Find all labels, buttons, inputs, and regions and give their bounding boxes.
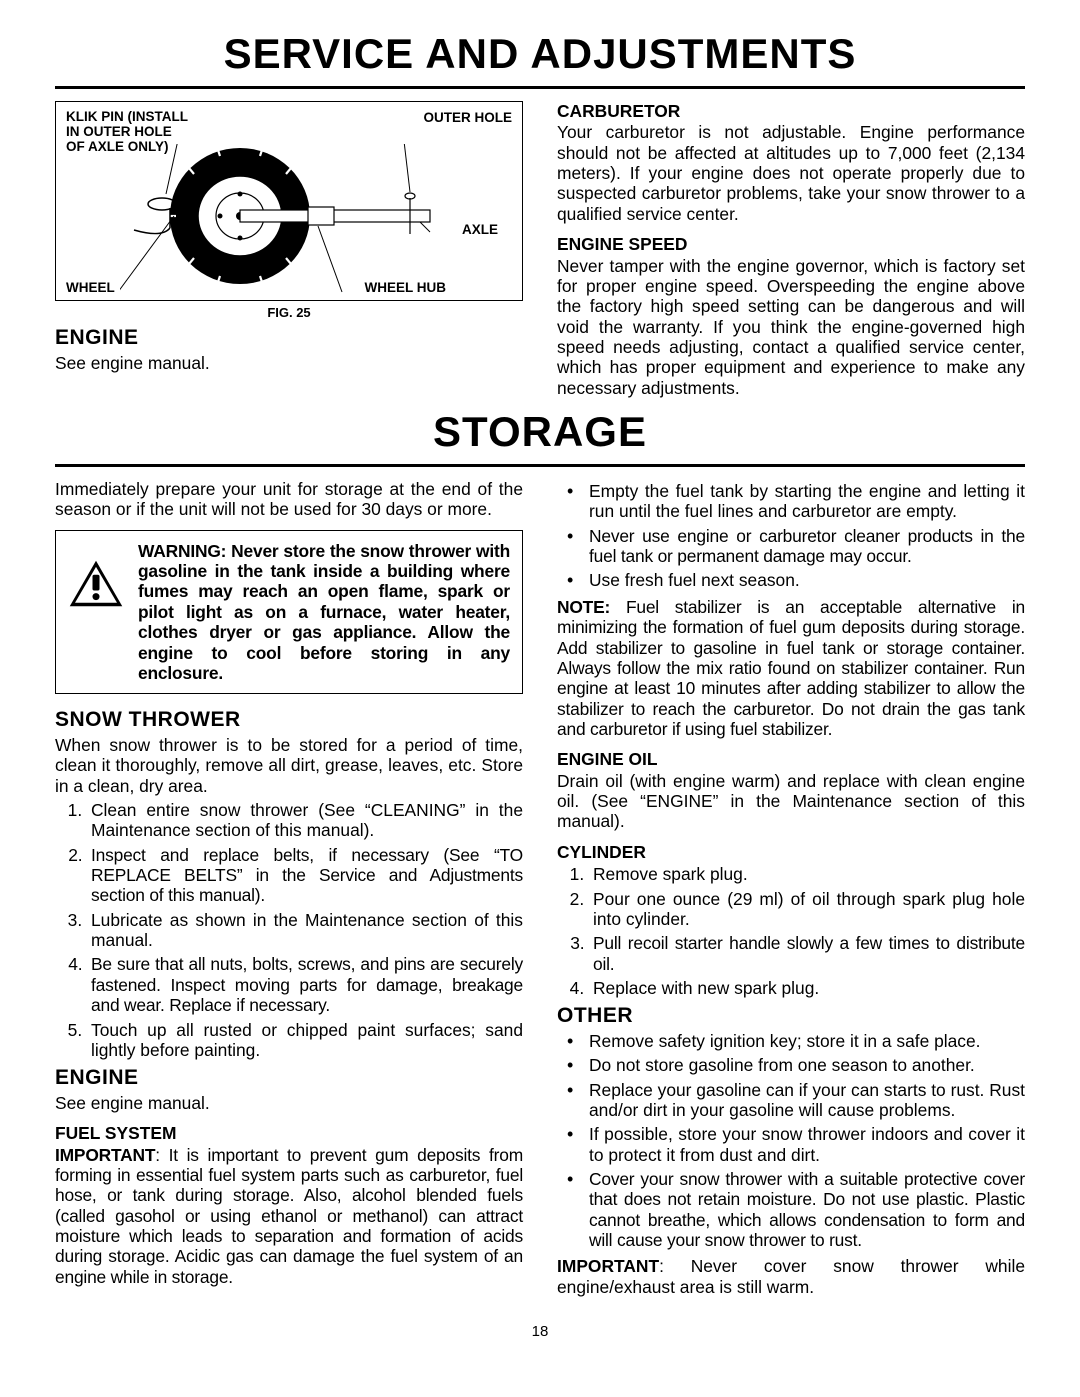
text-carburetor: Your carburetor is not adjustable. Engin…	[557, 122, 1025, 224]
section-title-storage: STORAGE	[55, 408, 1025, 456]
heading-engine: ENGINE	[55, 326, 523, 351]
heading-fuel-system: FUEL SYSTEM	[55, 1123, 523, 1143]
list-item: Remove safety ignition key; store it in …	[557, 1031, 1025, 1051]
heading-other: OTHER	[557, 1004, 1025, 1029]
heading-engine-oil: ENGINE OIL	[557, 749, 1025, 769]
heading-engine-storage: ENGINE	[55, 1066, 523, 1091]
snow-thrower-steps: Clean entire snow thrower (See “CLEANING…	[55, 800, 523, 1060]
list-item: Pour one ounce (29 ml) of oil through sp…	[589, 889, 1025, 930]
text-engine-oil: Drain oil (with engine warm) and replace…	[557, 771, 1025, 832]
text-important-cover: IMPORTANT: Never cover snow thrower whil…	[557, 1256, 1025, 1297]
heading-carburetor: CARBURETOR	[557, 101, 1025, 121]
text-fuel-system: IMPORTANT: It is important to prevent gu…	[55, 1145, 523, 1288]
fuel-bullets: Empty the fuel tank by starting the engi…	[557, 481, 1025, 591]
text-engine-storage: See engine manual.	[55, 1093, 523, 1113]
wheel-diagram	[120, 144, 480, 304]
list-item: Empty the fuel tank by starting the engi…	[557, 481, 1025, 522]
list-item: Lubricate as shown in the Maintenance se…	[87, 910, 523, 951]
figure-25: KLIK PIN (INSTALL IN OUTER HOLE OF AXLE …	[55, 101, 523, 301]
figure-caption: FIG. 25	[55, 305, 523, 320]
list-item: Pull recoil starter handle slowly a few …	[589, 933, 1025, 974]
heading-cylinder: CYLINDER	[557, 842, 1025, 862]
list-item: Touch up all rusted or chipped paint sur…	[87, 1020, 523, 1061]
list-item: If possible, store your snow thrower ind…	[557, 1124, 1025, 1165]
section-title-service: SERVICE AND ADJUSTMENTS	[55, 30, 1025, 78]
list-item: Clean entire snow thrower (See “CLEANING…	[87, 800, 523, 841]
service-right-col: CARBURETOR Your carburetor is not adjust…	[557, 101, 1025, 402]
list-item: Replace with new spark plug.	[589, 978, 1025, 998]
list-item: Do not store gasoline from one season to…	[557, 1055, 1025, 1075]
storage-left-col: Immediately prepare your unit for storag…	[55, 479, 523, 1301]
service-left-col: KLIK PIN (INSTALL IN OUTER HOLE OF AXLE …	[55, 101, 523, 402]
list-item: Remove spark plug.	[589, 864, 1025, 884]
page-number: 18	[55, 1323, 1025, 1340]
list-item: Cover your snow thrower with a suitable …	[557, 1169, 1025, 1250]
heading-snow-thrower: SNOW THROWER	[55, 708, 523, 733]
cylinder-steps: Remove spark plug. Pour one ounce (29 ml…	[557, 864, 1025, 998]
label-outer-hole: OUTER HOLE	[423, 110, 512, 126]
warning-box: WARNING: Never store the snow thrower wi…	[55, 530, 523, 695]
list-item: Be sure that all nuts, bolts, screws, an…	[87, 954, 523, 1015]
other-bullets: Remove safety ignition key; store it in …	[557, 1031, 1025, 1251]
storage-right-col: Empty the fuel tank by starting the engi…	[557, 479, 1025, 1301]
text-engine-speed: Never tamper with the engine governor, w…	[557, 256, 1025, 399]
text-storage-intro: Immediately prepare your unit for storag…	[55, 479, 523, 520]
text-snow-thrower: When snow thrower is to be stored for a …	[55, 735, 523, 796]
warning-text: WARNING: Never store the snow thrower wi…	[138, 541, 510, 684]
rule	[55, 86, 1025, 89]
text-engine-see-manual: See engine manual.	[55, 353, 523, 373]
heading-engine-speed: ENGINE SPEED	[557, 234, 1025, 254]
list-item: Replace your gasoline can if your can st…	[557, 1080, 1025, 1121]
text-note: NOTE: Fuel stabilizer is an acceptable a…	[557, 597, 1025, 740]
service-columns: KLIK PIN (INSTALL IN OUTER HOLE OF AXLE …	[55, 101, 1025, 402]
storage-columns: Immediately prepare your unit for storag…	[55, 479, 1025, 1301]
rule	[55, 464, 1025, 467]
label-wheel: WHEEL	[66, 280, 115, 296]
warning-icon	[68, 559, 124, 608]
list-item: Use fresh fuel next season.	[557, 570, 1025, 590]
list-item: Never use engine or carburetor cleaner p…	[557, 526, 1025, 567]
list-item: Inspect and replace belts, if necessary …	[87, 845, 523, 906]
